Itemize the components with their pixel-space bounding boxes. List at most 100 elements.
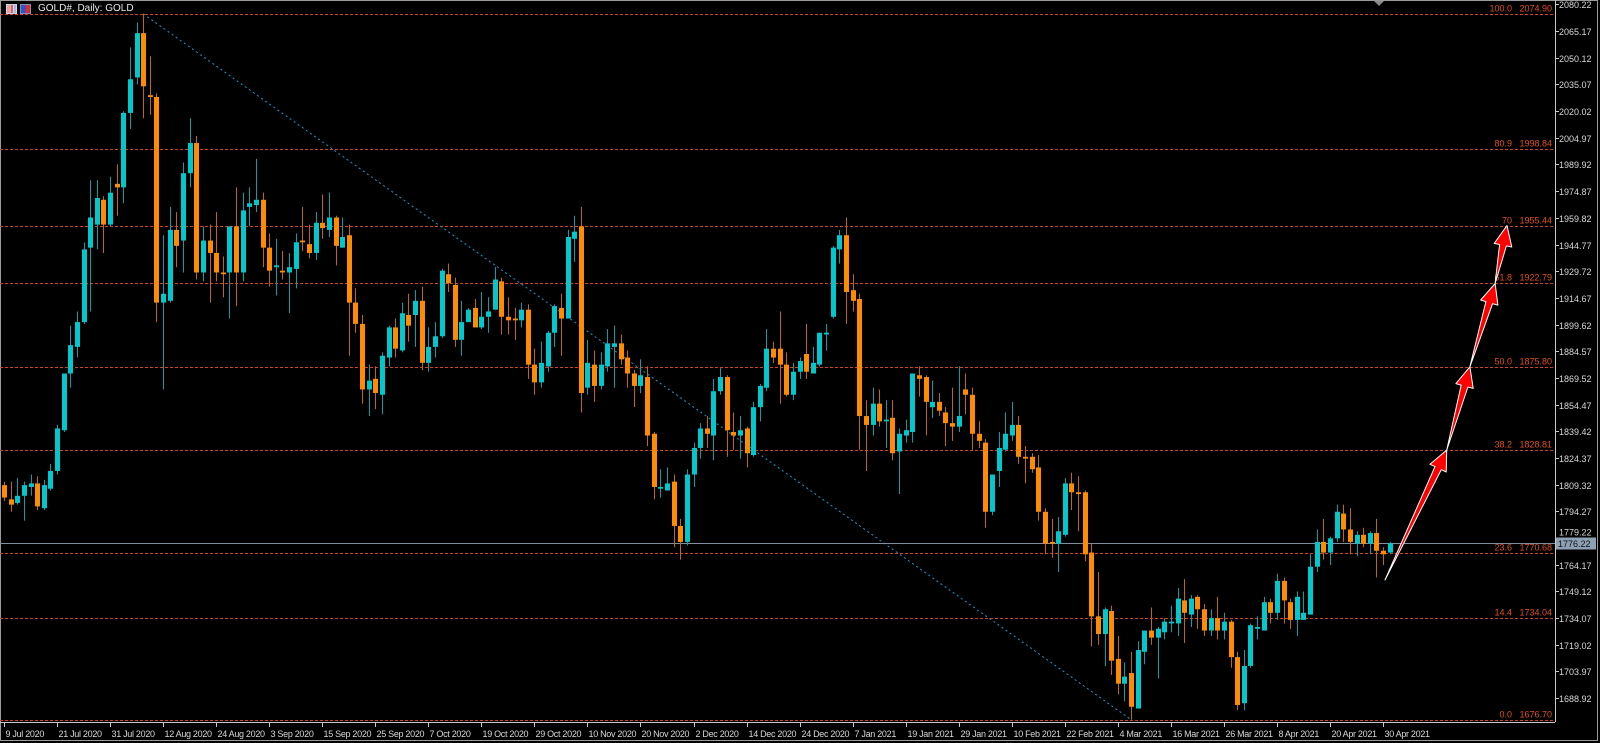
candle-body (75, 322, 80, 347)
bearish-candle (1016, 416, 1021, 464)
fib-anchor-trend-line[interactable] (142, 13, 1132, 721)
fibonacci-trend-line[interactable] (142, 13, 1132, 721)
bullish-candle (1103, 607, 1108, 666)
candle-body (334, 217, 339, 246)
fib-price-label: 2074.90 (1519, 4, 1552, 14)
arrow-up-icon[interactable] (1446, 366, 1474, 451)
candle-body (121, 112, 126, 188)
candle-body (1043, 511, 1048, 544)
bearish-candle (373, 366, 378, 409)
candle-body (1036, 467, 1041, 512)
candle-body (692, 447, 697, 475)
bearish-candle (506, 297, 511, 335)
candle-body (1308, 566, 1313, 615)
time-tick-label: 3 Sep 2020 (271, 729, 314, 739)
bullish-candle (884, 400, 889, 448)
candle-body (459, 322, 464, 340)
chart-window-icon[interactable] (6, 3, 17, 14)
candle-body (181, 173, 186, 241)
candle-body (68, 345, 73, 374)
bearish-candle (678, 518, 683, 560)
bullish-candle (314, 212, 319, 261)
bullish-candle (837, 229, 842, 264)
arrow-up-icon[interactable] (1493, 225, 1513, 284)
bullish-candle (1388, 541, 1393, 555)
bullish-candle (413, 290, 418, 347)
candle-body (519, 309, 524, 321)
bearish-candle (101, 196, 106, 253)
bearish-candle (1023, 446, 1028, 484)
candle-body (1103, 609, 1108, 635)
arrow-up-icon[interactable] (1469, 283, 1499, 368)
price-tick-label: 1734.07 (1559, 614, 1592, 624)
last-price-box (1556, 537, 1596, 550)
bullish-candle (1169, 605, 1174, 633)
candle-body (29, 483, 34, 487)
candle-body (1202, 609, 1207, 631)
bullish-candle (493, 267, 498, 310)
candle-body (1381, 550, 1386, 555)
candle-body (360, 323, 365, 390)
candle-body (353, 302, 358, 324)
price-axis[interactable]: 2080.22 2065.17 2050.12 2035.07 2020.02 2004.… (1555, 0, 1592, 722)
time-tick-label: 29 Jan 2021 (961, 729, 1008, 739)
bearish-candle (1083, 490, 1088, 562)
candlesticks (2, 13, 1393, 720)
candle-body (101, 199, 106, 225)
candle-body (751, 407, 756, 456)
bearish-candle (890, 400, 895, 461)
bullish-candle (1262, 596, 1267, 631)
projection-arrows[interactable] (1384, 225, 1513, 581)
candle-body (1388, 543, 1393, 553)
candle-body (864, 416, 869, 425)
candle-body (817, 332, 822, 365)
bullish-candle (29, 474, 34, 496)
candle-body (970, 394, 975, 434)
bullish-candle (1301, 591, 1306, 620)
bullish-candle (22, 481, 27, 521)
bullish-candle (15, 478, 20, 505)
bearish-candle (924, 375, 929, 436)
bearish-candle (1069, 472, 1074, 510)
fib-price-label: 1676.70 (1519, 710, 1552, 720)
candle-body (758, 385, 763, 408)
bearish-candle (771, 341, 776, 363)
candle-body (837, 235, 842, 250)
bullish-candle (605, 329, 610, 372)
price-tick-label: 1809.32 (1559, 481, 1592, 491)
candle-body (579, 226, 584, 393)
bearish-candle (1030, 453, 1035, 473)
bullish-candle (340, 217, 345, 248)
price-tick-label: 1884.57 (1559, 347, 1592, 357)
candle-body (1136, 650, 1141, 709)
symbol-flag-icon[interactable] (20, 3, 31, 14)
time-tick-label: 10 Nov 2020 (589, 729, 637, 739)
bearish-candle (970, 387, 975, 450)
bullish-candle (718, 368, 723, 395)
price-tick-label: 1929.72 (1559, 267, 1592, 277)
candle-body (406, 314, 411, 326)
time-axis[interactable]: 9 Jul 2020 21 Jul 2020 31 Jul 2020 12 Aug 2… (0, 1, 1555, 739)
fib-level-label: 38.2 (1494, 440, 1512, 450)
candle-body (267, 247, 272, 271)
arrow-up-icon[interactable] (1384, 449, 1448, 581)
candle-body (1242, 665, 1247, 704)
price-tick-label: 2050.12 (1559, 54, 1592, 64)
bullish-candle (566, 229, 571, 319)
bearish-candle (267, 233, 272, 287)
chart-shift-marker-icon[interactable] (1374, 1, 1384, 6)
candle-body (168, 229, 173, 301)
fib-price-label: 1770.68 (1519, 543, 1552, 553)
candle-body (300, 240, 305, 243)
fibonacci-retracement[interactable]: 100.0 2074.90 80.9 1998.84 70 1955.44 61.8 1922… (0, 4, 1554, 721)
candle-body (154, 96, 159, 303)
price-tick-label: 2004.97 (1559, 134, 1592, 144)
bullish-candle (1209, 609, 1214, 636)
candle-body (201, 240, 206, 273)
fib-level-label: 50.0 (1494, 357, 1512, 367)
bullish-candle (400, 302, 405, 353)
candle-body (413, 300, 418, 315)
candle-body (82, 249, 87, 323)
